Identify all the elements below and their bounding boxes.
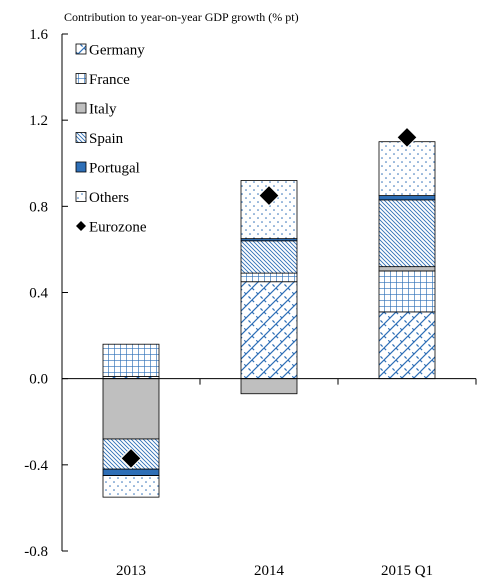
bar-segment-france-1 xyxy=(240,272,298,283)
legend-swatch-eurozone xyxy=(76,221,86,231)
bar-segment-others-0 xyxy=(102,475,160,498)
x-category-label: 2015 Q1 xyxy=(381,563,433,579)
markers-layer xyxy=(120,126,418,470)
bar-segment-italy-1 xyxy=(240,378,298,395)
y-tick-label: 0.8 xyxy=(29,199,48,215)
bar-segment-spain-2 xyxy=(378,199,436,268)
bar-segment-france-0 xyxy=(102,343,160,377)
legend-swatch-others xyxy=(75,191,87,202)
legend-label-italy: Italy xyxy=(89,102,117,118)
legend-label-france: France xyxy=(89,72,130,88)
bar-segment-others-2 xyxy=(378,141,436,196)
y-tick-label: 0.4 xyxy=(29,286,48,302)
legend-swatch-italy xyxy=(75,102,87,114)
bar-segment-italy-0 xyxy=(102,378,160,440)
legend-label-portugal: Portugal xyxy=(89,161,140,177)
y-tick-label: 0.0 xyxy=(29,372,48,388)
legend-label-spain: Spain xyxy=(89,131,124,147)
bar-segment-germany-2 xyxy=(378,311,436,380)
eurozone-marker xyxy=(120,447,142,470)
bar-segment-portugal-0 xyxy=(102,468,160,477)
bar-segment-italy-2 xyxy=(378,266,436,272)
legend-label-eurozone: Eurozone xyxy=(89,220,147,236)
eurozone-marker xyxy=(258,184,280,207)
legend-label-others: Others xyxy=(89,190,129,206)
y-tick-label: -0.8 xyxy=(24,544,48,560)
y-tick-label: -0.4 xyxy=(24,458,48,474)
x-category-label: 2013 xyxy=(116,563,146,579)
eurozone-marker xyxy=(396,126,418,149)
y-axis-label: Contribution to year-on-year GDP growth … xyxy=(64,10,299,24)
y-tick-label: 1.6 xyxy=(29,27,48,43)
y-tick-label: 1.2 xyxy=(29,113,48,129)
axis-layer: 1.6 1.2 0.8 0.4 0.0 -0.4 -0.8 2013 2014 2015 Q1 xyxy=(24,27,477,579)
bars-layer xyxy=(102,141,436,498)
bar-segment-portugal-2 xyxy=(378,195,436,201)
legend-swatch-spain xyxy=(75,132,87,143)
legend-swatch-germany xyxy=(75,43,87,55)
legend-swatch-portugal xyxy=(75,161,87,173)
x-category-label: 2014 xyxy=(254,563,285,579)
legend-swatch-france xyxy=(75,73,87,84)
bar-segment-spain-1 xyxy=(240,240,298,274)
legend: Germany France Italy Spain Portugal Others Eur… xyxy=(75,43,147,236)
legend-label-germany: Germany xyxy=(89,43,145,59)
bar-segment-germany-1 xyxy=(240,281,298,380)
bar-segment-france-2 xyxy=(378,270,436,313)
